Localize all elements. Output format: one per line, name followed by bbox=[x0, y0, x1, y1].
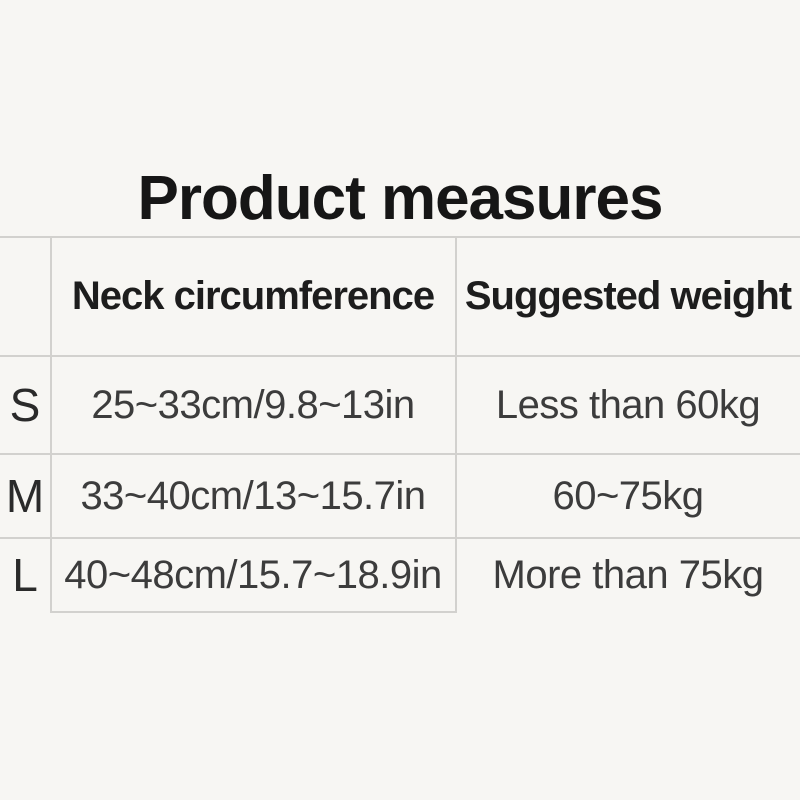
table-gridline-top bbox=[0, 236, 800, 238]
page-title: Product measures bbox=[137, 164, 664, 233]
size-table: Neck circumference Suggested weight S 25… bbox=[0, 237, 800, 612]
neck-value-l: 40~48cm/15.7~18.9in bbox=[64, 552, 442, 597]
header-suggested-weight: Suggested weight bbox=[464, 274, 792, 318]
header-corner-cell bbox=[0, 237, 50, 356]
table-gridline-vertical-left bbox=[50, 238, 52, 613]
size-label-s: S bbox=[9, 379, 41, 431]
table-gridline-below-row-m bbox=[0, 537, 800, 539]
weight-value-s: Less than 60kg bbox=[495, 382, 761, 427]
table-gridline-bottom bbox=[50, 611, 456, 613]
neck-value-s: 25~33cm/9.8~13in bbox=[91, 382, 415, 427]
weight-value-m: 60~75kg bbox=[552, 473, 704, 518]
neck-value-m: 33~40cm/13~15.7in bbox=[80, 473, 426, 518]
table-gridline-below-row-s bbox=[0, 453, 800, 455]
header-neck-circumference: Neck circumference bbox=[71, 274, 435, 318]
size-label-m: M bbox=[5, 470, 45, 522]
size-label-l: L bbox=[12, 549, 38, 601]
table-gridline-below-header bbox=[0, 355, 800, 357]
table-gridline-vertical-middle bbox=[455, 238, 457, 613]
weight-value-l: More than 75kg bbox=[492, 552, 764, 597]
